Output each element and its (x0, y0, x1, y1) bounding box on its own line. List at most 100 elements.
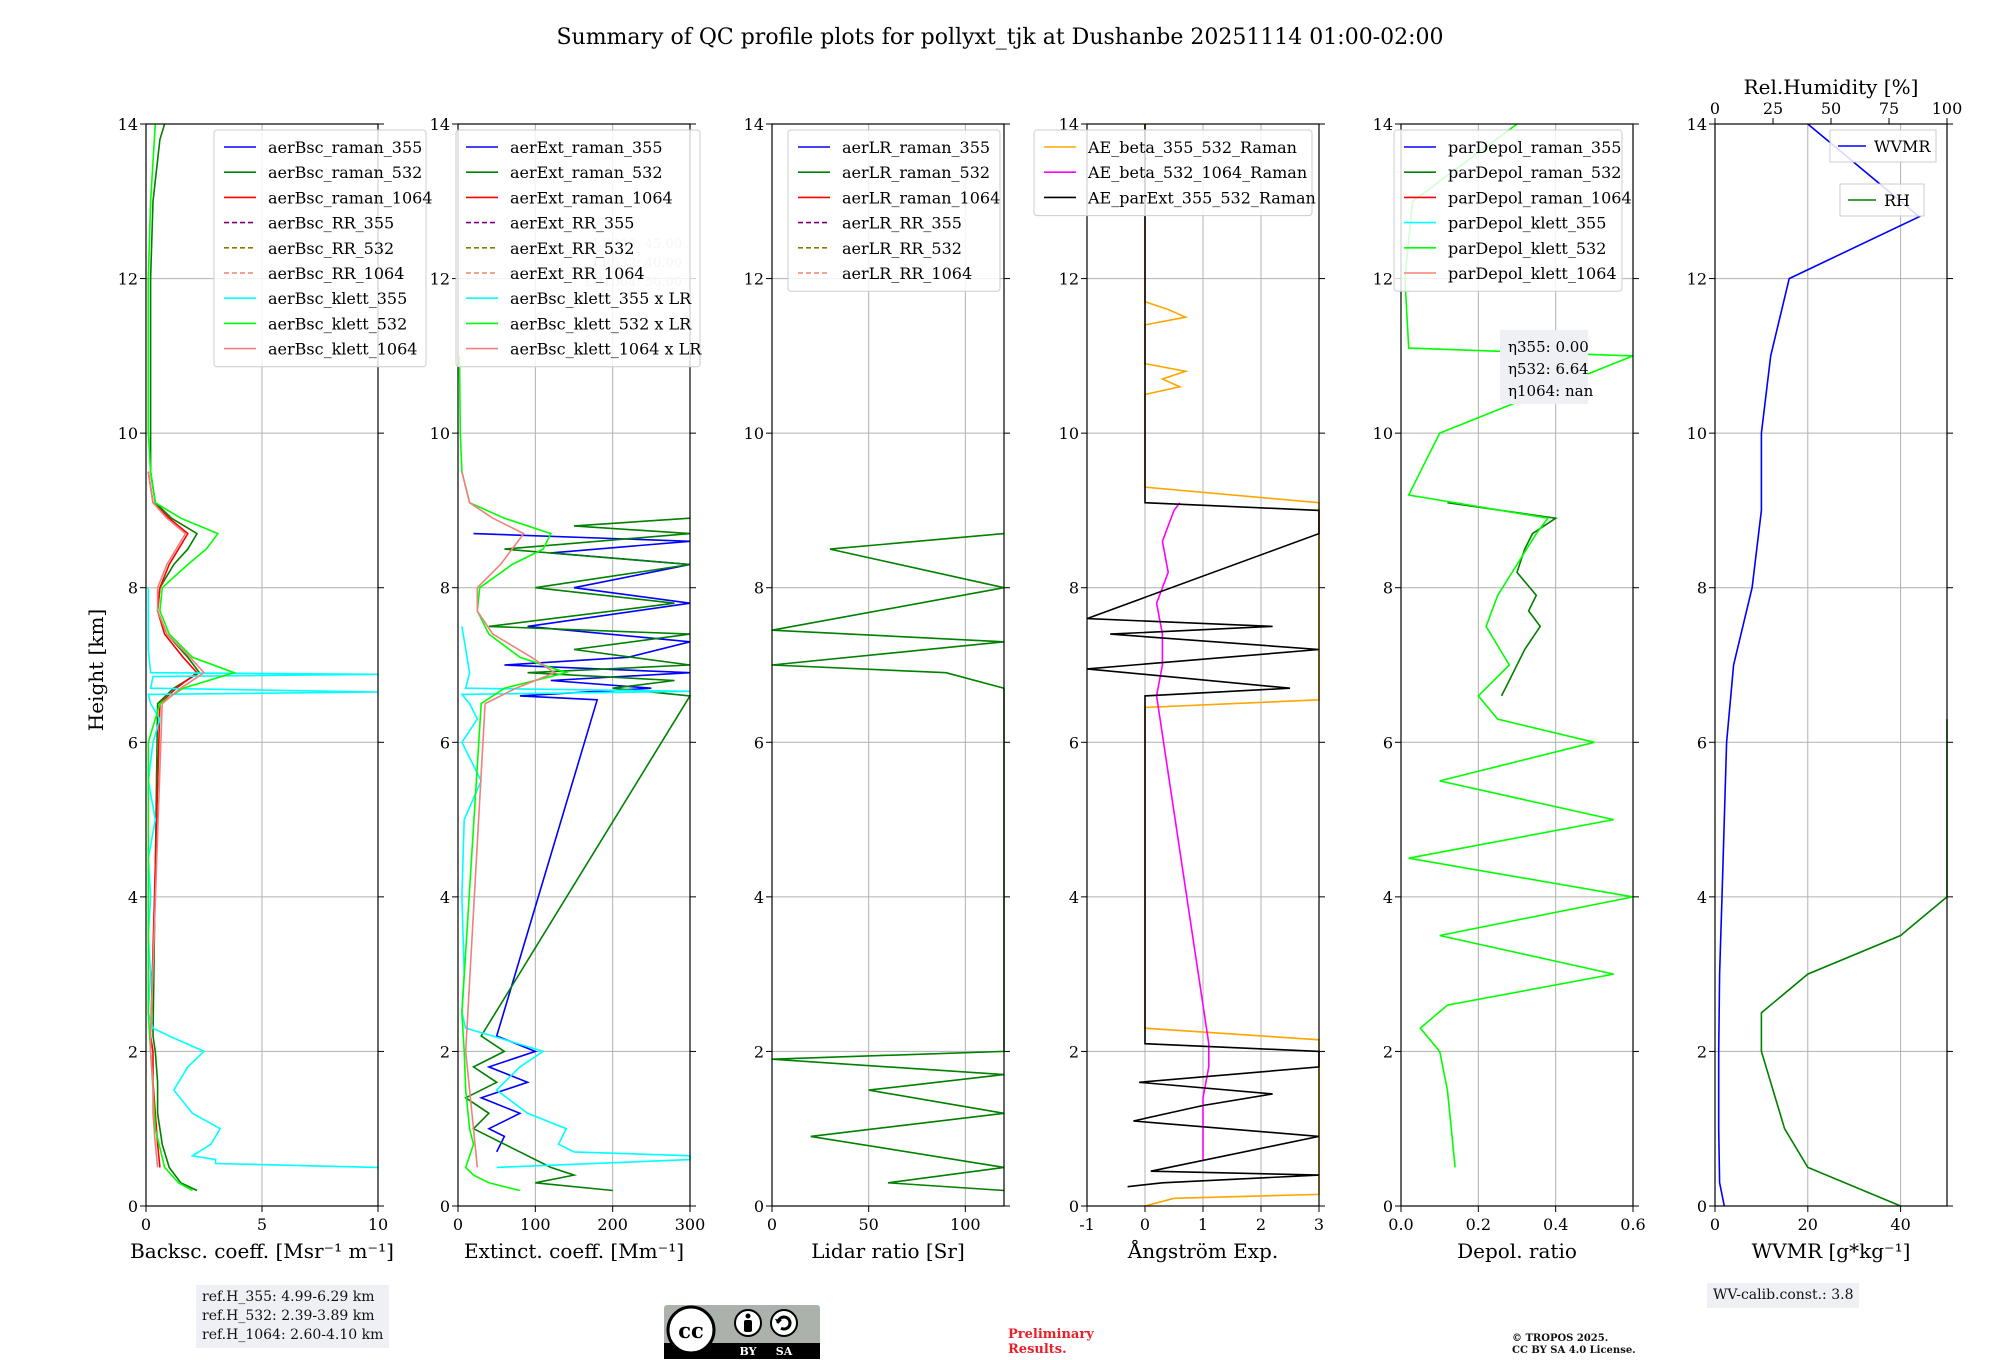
x-tick-label: 0 (453, 1215, 463, 1234)
x-tick-label: 0 (767, 1215, 777, 1234)
y-tick-label: 12 (1373, 270, 1393, 289)
legend-label-ae-parext-355-532-raman: AE_parExt_355_532_Raman (1087, 188, 1316, 207)
legend-label-aerext-raman-355: aerExt_raman_355 (510, 138, 663, 157)
legend-label-pardepol-klett-532: parDepol_klett_532 (1448, 239, 1606, 258)
y-tick-label: 14 (1687, 115, 1707, 134)
y-tick-label: 2 (1383, 1042, 1393, 1061)
y-tick-label: 10 (1373, 424, 1393, 443)
y-tick-label: 2 (440, 1042, 450, 1061)
legend-label-aerlr-rr-532: aerLR_RR_532 (842, 239, 962, 258)
y-tick-label: 10 (1059, 424, 1079, 443)
y-tick-label: 14 (430, 115, 450, 134)
legend-label-aerext-raman-532: aerExt_raman_532 (510, 163, 663, 182)
y-tick-label: 6 (128, 733, 138, 752)
series-aerbsc-klett-1064 (147, 471, 206, 1168)
preliminary-line-2: Results. (1008, 1342, 1067, 1357)
legend-label-aerlr-raman-355: aerLR_raman_355 (842, 138, 990, 157)
series-aerext-raman-532 (464, 517, 692, 1192)
calibration-box: η355: 0.00 η532: 6.64 η1064: nan (1500, 330, 1594, 404)
y-tick-label: 6 (1069, 733, 1079, 752)
y-tick-label: 0 (754, 1197, 764, 1216)
x-tick-label: 2 (1256, 1215, 1266, 1234)
y-tick-label: 4 (1383, 888, 1393, 907)
series-wvmr (1717, 123, 1921, 1207)
x-tick-label: 300 (675, 1215, 706, 1234)
x-tick-label: 0.0 (1388, 1215, 1413, 1234)
legend-label-aerlr-raman-532: aerLR_raman_532 (842, 163, 990, 182)
y-tick-label: 10 (118, 424, 138, 443)
axes-frame (457, 123, 691, 1207)
axes-frame (1400, 123, 1634, 1207)
x-tick-label: 0.4 (1543, 1215, 1568, 1234)
legend-label-aerbsc-klett-355-x-lr: aerBsc_klett_355 x LR (510, 289, 692, 308)
x-tick-label: 50 (858, 1215, 878, 1234)
y-tick-label: 2 (1697, 1042, 1707, 1061)
x-tick-label: -1 (1079, 1215, 1095, 1234)
y-tick-label: 12 (430, 270, 450, 289)
y-tick-label: 2 (1069, 1042, 1079, 1061)
y-tick-label: 4 (128, 888, 138, 907)
legend-label-ae-beta-355-532-raman: AE_beta_355_532_Raman (1087, 138, 1297, 157)
legend-label-aerlr-rr-1064: aerLR_RR_1064 (842, 264, 972, 283)
legend-label-aerbsc-klett-532: aerBsc_klett_532 (268, 314, 407, 333)
legend-label-wvmr: WVMR (1874, 137, 1931, 156)
legend-label-aerbsc-raman-355: aerBsc_raman_355 (268, 138, 422, 157)
cc-badge-mark: cc (678, 1318, 704, 1343)
share-alike-icon (770, 1309, 798, 1337)
x-axis-label: Lidar ratio [Sr] (811, 1239, 965, 1263)
legend-label-aerext-rr-355: aerExt_RR_355 (510, 214, 634, 233)
legend-box (787, 129, 1001, 292)
legend-label-pardepol-raman-532: parDepol_raman_532 (1448, 163, 1621, 182)
top-axis-label: Rel.Humidity [%] (1744, 75, 1919, 99)
x-tick-label: 20 (1798, 1215, 1818, 1234)
legend-label-aerbsc-raman-1064: aerBsc_raman_1064 (268, 188, 433, 207)
calibration-line: η355: 0.00 (1508, 338, 1589, 356)
axes-frame (771, 123, 1005, 1207)
top-x-tick-label: 0 (1710, 99, 1720, 118)
legend-label-aerext-rr-1064: aerExt_RR_1064 (510, 264, 645, 283)
y-tick-label: 0 (128, 1197, 138, 1216)
calibration-bg (1500, 330, 1588, 404)
calibration-line: η1064: nan (1508, 382, 1594, 400)
ref-height-1064: ref.H_1064: 2.60-4.10 km (202, 1327, 384, 1343)
x-tick-label: 0.6 (1620, 1215, 1645, 1234)
x-axis-label: Backsc. coeff. [Msr⁻¹ m⁻¹] (130, 1239, 394, 1263)
y-tick-label: 10 (430, 424, 450, 443)
legend: aerBsc_raman_355 aerBsc_raman_532 aerBsc_r… (213, 129, 433, 368)
legend: AE_beta_355_532_Raman AE_beta_532_1064_Ra… (1033, 129, 1316, 217)
legend-label-aerext-raman-1064: aerExt_raman_1064 (510, 188, 673, 207)
y-tick-label: 10 (744, 424, 764, 443)
y-tick-label: 14 (1373, 115, 1393, 134)
top-x-tick-label: 75 (1879, 99, 1899, 118)
ref-height-532: ref.H_532: 2.39-3.89 km (202, 1308, 375, 1324)
panel-backscatter: 0 2 4 6 8 10 12 14 0 5 10 Backsc. coeff. [Msr⁻¹ m⁻¹… (118, 115, 433, 1263)
series-aerbsc-klett-355 (147, 587, 379, 1169)
x-tick-label: 0 (141, 1215, 151, 1234)
y-tick-label: 12 (744, 270, 764, 289)
top-x-tick-label: 25 (1763, 99, 1783, 118)
x-tick-label: 100 (950, 1215, 981, 1234)
legend: aerLR_raman_355 aerLR_raman_532 aerLR_rama… (787, 129, 1001, 292)
y-tick-label: 8 (1383, 579, 1393, 598)
y-tick-label: 6 (440, 733, 450, 752)
y-tick-label: 10 (1687, 424, 1707, 443)
legend-label-aerlr-rr-355: aerLR_RR_355 (842, 214, 962, 233)
y-tick-label: 0 (1697, 1197, 1707, 1216)
legend-label-aerbsc-klett-355: aerBsc_klett_355 (268, 289, 407, 308)
y-tick-label: 6 (1383, 733, 1393, 752)
legend-label-pardepol-klett-355: parDepol_klett_355 (1448, 214, 1606, 233)
legend-box (1393, 129, 1623, 292)
y-tick-label: 2 (754, 1042, 764, 1061)
x-tick-label: 3 (1314, 1215, 1324, 1234)
cc-badge-sa: SA (776, 1345, 793, 1358)
y-tick-label: 8 (128, 579, 138, 598)
y-axis-label: Height [km] (84, 609, 108, 731)
x-tick-label: 10 (368, 1215, 388, 1234)
legend-label-ae-beta-532-1064-raman: AE_beta_532_1064_Raman (1087, 163, 1307, 182)
x-tick-label: 0 (1140, 1215, 1150, 1234)
series-pardepol-klett-532 (1404, 123, 1634, 1168)
x-tick-label: 5 (257, 1215, 267, 1234)
panel-lidar_ratio: 0 2 4 6 8 10 12 14 0 50 100 Lidar ratio [Sr] aerLR_r… (744, 115, 1010, 1263)
